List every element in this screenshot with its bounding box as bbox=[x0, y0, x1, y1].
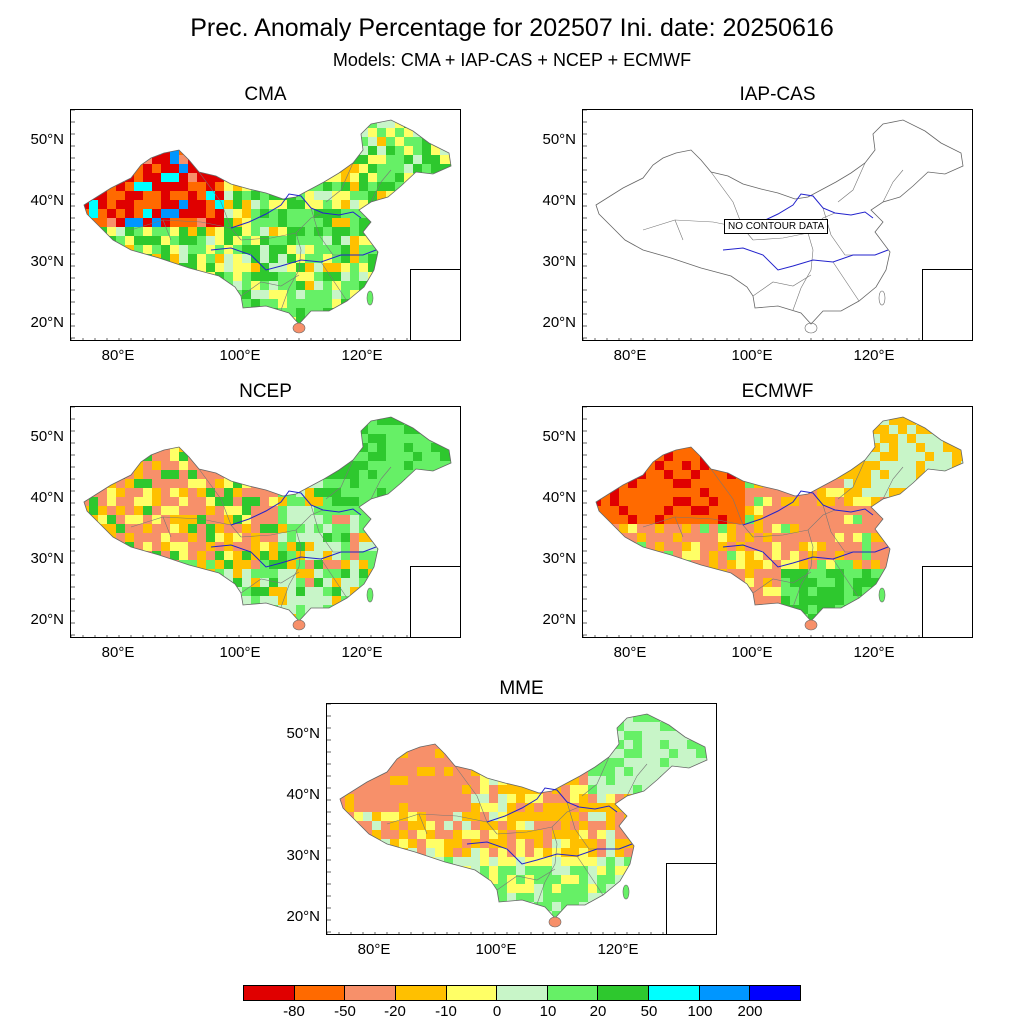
lon-label: 100°E bbox=[219, 644, 261, 661]
lat-label: 40°N bbox=[30, 489, 64, 506]
lat-label: 30°N bbox=[542, 253, 576, 270]
panel-title: CMA bbox=[244, 84, 287, 105]
colorbar-label: 100 bbox=[687, 1003, 713, 1020]
lon-label: 120°E bbox=[597, 941, 639, 958]
south-china-sea-inset bbox=[922, 269, 972, 340]
colorbar-swatch bbox=[497, 986, 548, 1000]
lon-label: 100°E bbox=[219, 347, 261, 364]
lon-label: 120°E bbox=[853, 644, 895, 661]
lat-label: 20°N bbox=[542, 314, 576, 331]
colorbar-swatch bbox=[750, 986, 801, 1000]
lat-label: 20°N bbox=[30, 314, 64, 331]
colorbar-swatch bbox=[649, 986, 700, 1000]
lon-label: 80°E bbox=[613, 347, 647, 364]
panel-cma: CMA 50°N 40°N 30°N 20°N 80°E 100°E 120°E bbox=[30, 84, 461, 364]
panel-title: IAP-CAS bbox=[739, 84, 816, 105]
colorbar-label: 200 bbox=[737, 1003, 763, 1020]
lat-label: 30°N bbox=[542, 550, 576, 567]
colorbar-label: 0 bbox=[492, 1003, 502, 1020]
colorbar-swatch bbox=[547, 986, 599, 1000]
figure-subtitle: Models: CMA + IAP-CAS + NCEP + ECMWF bbox=[332, 50, 692, 70]
lat-label: 50°N bbox=[30, 131, 64, 148]
panel-title: MME bbox=[499, 678, 544, 699]
lat-label: 30°N bbox=[286, 847, 320, 864]
lat-label: 20°N bbox=[286, 908, 320, 925]
panel-ecmwf: ECMWF 50°N 40°N 30°N 20°N 80°E 100°E 120… bbox=[542, 381, 973, 661]
colorbar-swatch bbox=[598, 986, 650, 1000]
colorbar-swatch bbox=[446, 986, 498, 1000]
lon-label: 80°E bbox=[613, 644, 647, 661]
china-map bbox=[71, 407, 456, 637]
lat-label: 20°N bbox=[542, 611, 576, 628]
colorbar bbox=[243, 985, 801, 1001]
lat-label: 50°N bbox=[30, 428, 64, 445]
lat-label: 50°N bbox=[286, 725, 320, 742]
colorbar-label: -80 bbox=[283, 1003, 305, 1020]
panel-ncep: NCEP 50°N 40°N 30°N 20°N 80°E 100°E 120°… bbox=[30, 381, 461, 661]
lat-label: 40°N bbox=[30, 192, 64, 209]
colorbar-label: 20 bbox=[589, 1003, 607, 1020]
panel-iap-cas: IAP-CAS NO CONTOUR DATA 50°N 40°N 30°N 2… bbox=[542, 84, 973, 364]
colorbar-swatch bbox=[345, 986, 396, 1000]
colorbar-label: -50 bbox=[334, 1003, 356, 1020]
colorbar-swatch bbox=[699, 986, 751, 1000]
lat-label: 40°N bbox=[542, 489, 576, 506]
south-china-sea-inset bbox=[410, 566, 460, 637]
lat-label: 50°N bbox=[542, 428, 576, 445]
lon-label: 100°E bbox=[731, 644, 773, 661]
lon-label: 80°E bbox=[101, 347, 135, 364]
panel-mme: MME 50°N 40°N 30°N 20°N 80°E 100°E 120°E bbox=[286, 678, 717, 958]
map-frame: NO CONTOUR DATA bbox=[582, 109, 973, 341]
china-map bbox=[71, 110, 456, 340]
lon-label: 80°E bbox=[357, 941, 391, 958]
colorbar-swatch bbox=[244, 986, 295, 1000]
colorbar-label: -10 bbox=[435, 1003, 457, 1020]
lat-label: 30°N bbox=[30, 253, 64, 270]
map-frame bbox=[326, 703, 717, 935]
no-data-label: NO CONTOUR DATA bbox=[724, 219, 829, 234]
south-china-sea-inset bbox=[410, 269, 460, 340]
lat-label: 20°N bbox=[30, 611, 64, 628]
lon-label: 120°E bbox=[341, 347, 383, 364]
lon-label: 100°E bbox=[731, 347, 773, 364]
map-frame bbox=[70, 109, 461, 341]
colorbar-label: -20 bbox=[384, 1003, 406, 1020]
south-china-sea-inset bbox=[666, 863, 716, 934]
china-map bbox=[327, 704, 712, 934]
china-map bbox=[583, 407, 968, 637]
lat-label: 30°N bbox=[30, 550, 64, 567]
lon-label: 80°E bbox=[101, 644, 135, 661]
colorbar-label: 10 bbox=[539, 1003, 557, 1020]
panel-title: ECMWF bbox=[741, 381, 814, 402]
lon-label: 120°E bbox=[341, 644, 383, 661]
colorbar-label: 50 bbox=[640, 1003, 658, 1020]
lat-label: 40°N bbox=[286, 786, 320, 803]
figure-title: Prec. Anomaly Percentage for 202507 Ini.… bbox=[190, 14, 834, 42]
lon-label: 100°E bbox=[475, 941, 517, 958]
south-china-sea-inset bbox=[922, 566, 972, 637]
map-frame bbox=[70, 406, 461, 638]
lat-label: 50°N bbox=[542, 131, 576, 148]
colorbar-swatch bbox=[395, 986, 447, 1000]
panel-title: NCEP bbox=[239, 381, 292, 402]
map-frame bbox=[582, 406, 973, 638]
colorbar-swatch bbox=[294, 986, 346, 1000]
lat-label: 40°N bbox=[542, 192, 576, 209]
lon-label: 120°E bbox=[853, 347, 895, 364]
